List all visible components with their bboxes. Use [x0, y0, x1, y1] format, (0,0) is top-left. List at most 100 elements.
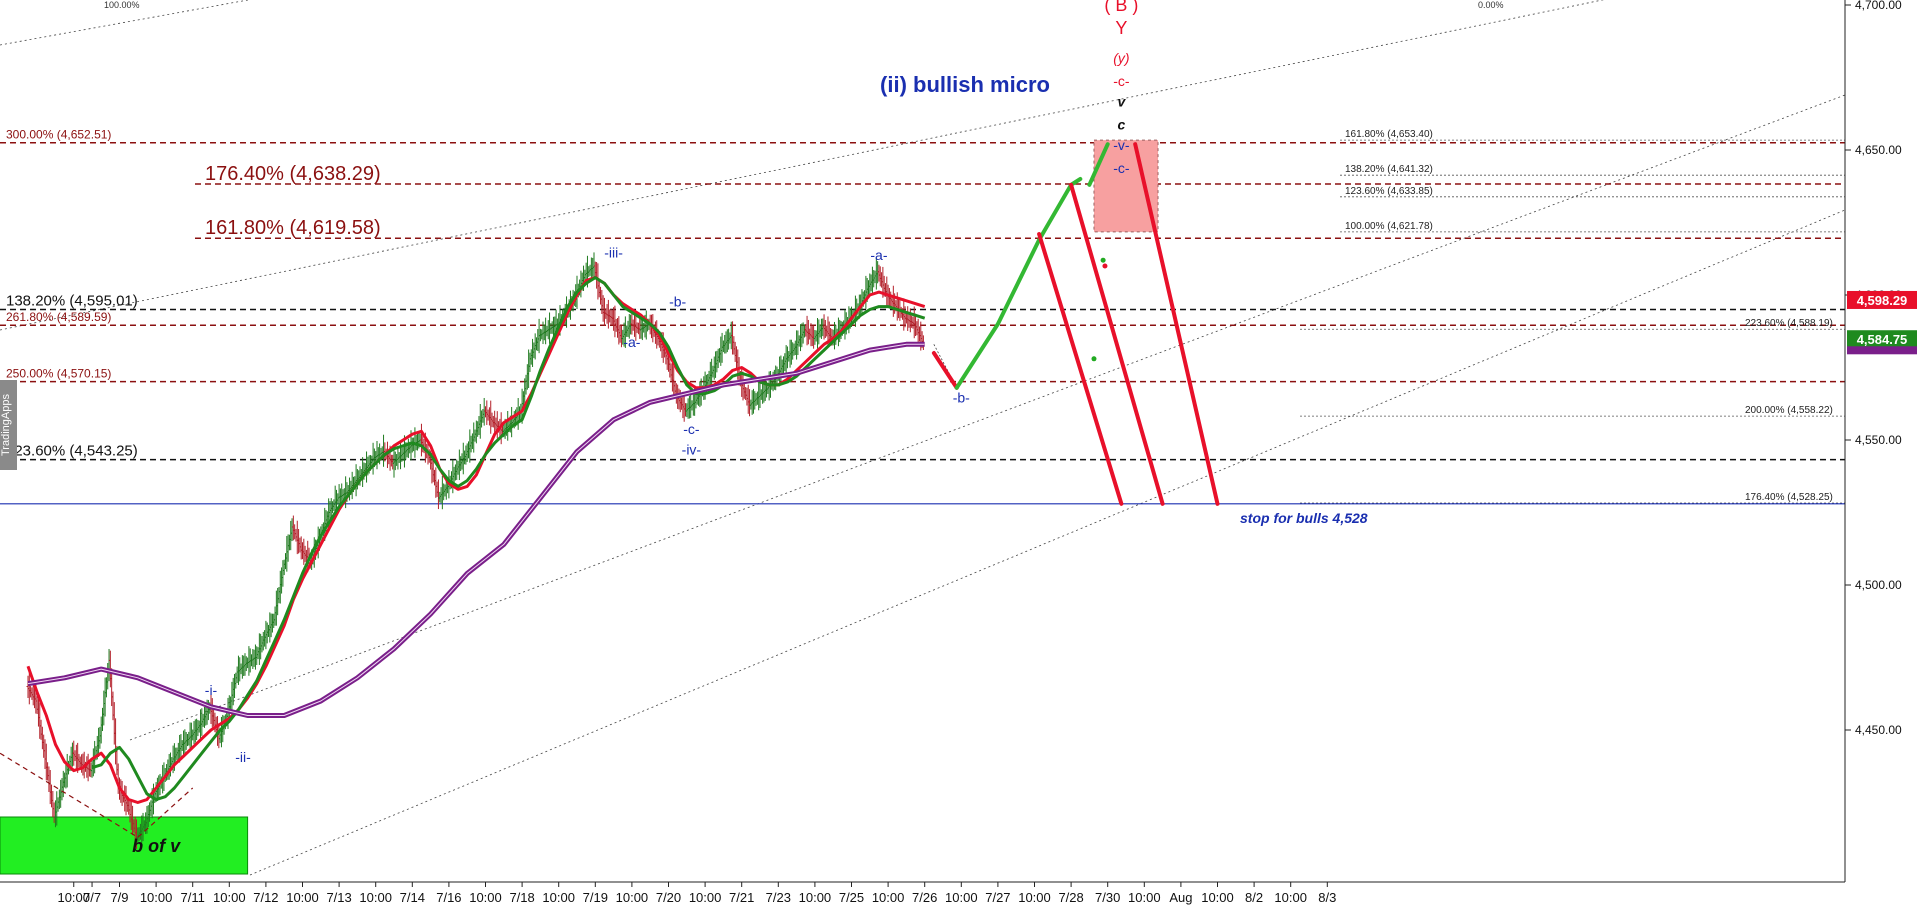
trend-line: [137, 787, 194, 838]
x-tick-label: 7/27: [985, 890, 1010, 905]
fib-level-label: 300.00% (4,652.51): [6, 128, 111, 142]
fib-right-label: 200.00% (4,558.22): [1745, 405, 1833, 416]
price-badge: [1847, 330, 1917, 349]
projection-line: [1087, 142, 1110, 187]
price-badge: [1847, 290, 1917, 309]
x-tick-label: 10:00: [945, 890, 978, 905]
fib-level-label: 138.20% (4,595.01): [6, 292, 138, 309]
fib-right-label: 176.40% (4,528.25): [1745, 492, 1833, 503]
projection-line: [1133, 142, 1220, 506]
fib-level-label: 261.80% (4,589.59): [6, 310, 111, 324]
x-tick-label: 7/9: [110, 890, 128, 905]
wave-label: -v-: [1113, 137, 1130, 153]
projection-line: [1037, 232, 1124, 506]
y-tick-label: 4,450.00: [1855, 723, 1902, 737]
y-tick-label: 4,650.00: [1855, 143, 1902, 157]
y-tick-label: 4,550.00: [1855, 433, 1902, 447]
channel-lines: 100.00% 0.00%: [0, 0, 1846, 876]
wave-label: Y: [1115, 18, 1127, 38]
x-tick-label: 7/30: [1095, 890, 1120, 905]
channel-line: [249, 209, 1846, 876]
wave-label: (y): [1113, 50, 1129, 66]
ma-badge: [1847, 346, 1917, 355]
x-tick-label: 10:00: [469, 890, 502, 905]
wave-label: -c-: [1113, 160, 1130, 176]
x-tick-label: 10:00: [872, 890, 905, 905]
x-tick-label: 7/28: [1058, 890, 1083, 905]
fib-right-label: 161.80% (4,653.40): [1345, 129, 1433, 140]
x-tick-label: 10:00: [286, 890, 319, 905]
projection-layer: [0, 142, 1220, 838]
x-tick-label: 10:00: [359, 890, 392, 905]
x-tick-label: 7/14: [400, 890, 425, 905]
price-badge-label: 4,584.75: [1857, 332, 1908, 347]
x-tick-label: 10:00: [57, 890, 90, 905]
fib-right-label: 223.60% (4,588.19): [1745, 318, 1833, 329]
x-tick-label: 7/21: [729, 890, 754, 905]
y-tick-label: 4,700.00: [1855, 0, 1902, 12]
series-line-inner: [27, 343, 925, 716]
wave-label: -c-: [1113, 73, 1130, 89]
x-tick-label: 8/3: [1318, 890, 1336, 905]
wave-label: -iii-: [604, 244, 623, 260]
x-tick-label: 10:00: [799, 890, 832, 905]
x-tick-label: 7/23: [766, 890, 791, 905]
fib-right-label: 123.60% (4,633.85): [1345, 186, 1433, 197]
x-tick-label: 7/16: [436, 890, 461, 905]
green-zone: [0, 816, 249, 875]
x-tick-label: 10:00: [542, 890, 575, 905]
x-tick-label: 7/20: [656, 890, 681, 905]
x-tick-label: 7/7: [83, 890, 101, 905]
wave-label: c: [1118, 117, 1126, 133]
fib-levels: 300.00% (4,652.51) 176.40% (4,638.29) 161.…: [0, 128, 1845, 526]
fib-level-label: 161.80% (4,619.58): [205, 217, 381, 239]
wave-label: -b-: [669, 294, 686, 310]
chart-title: (ii) bullish micro: [880, 72, 1050, 97]
wave-label: ( B ): [1104, 0, 1138, 15]
series-layer: [26, 252, 926, 849]
watermark: TradingApps: [0, 380, 17, 470]
channel-label-0: 0.00%: [1478, 0, 1504, 10]
x-tick-label: 7/19: [583, 890, 608, 905]
marker-dot: [1102, 263, 1108, 269]
channel-label-100: 100.00%: [104, 0, 140, 10]
channel-line: [129, 94, 1846, 741]
x-tick-label: 10:00: [140, 890, 173, 905]
series-line: [91, 276, 926, 802]
wave-label: -i-: [205, 682, 218, 698]
projection-line: [1069, 182, 1165, 506]
zones: [0, 139, 1159, 875]
x-tick-label: 8/2: [1245, 890, 1263, 905]
x-tick-label: 7/25: [839, 890, 864, 905]
x-tick-label: 7/11: [181, 890, 205, 905]
x-tick-label: 7/18: [509, 890, 534, 905]
marker-dot: [1100, 257, 1106, 263]
price-badge-label: 4,598.29: [1857, 293, 1908, 308]
y-tick-label: 4,500.00: [1855, 578, 1902, 592]
x-tick-label: Aug: [1169, 890, 1192, 905]
wave-label: v: [1118, 94, 1127, 110]
fib-level-label: 176.40% (4,638.29): [205, 163, 381, 185]
x-tick-label: 7/26: [912, 890, 937, 905]
channel-line: [0, 0, 1605, 331]
fib-level-label: 123.60% (4,543.25): [6, 443, 138, 460]
x-tick-label: 10:00: [213, 890, 246, 905]
wave-label: -a-: [623, 334, 640, 350]
x-tick-label: 7/12: [253, 890, 278, 905]
wave-label: -a-: [870, 247, 887, 263]
wave-label: -b-: [953, 389, 970, 405]
marker-dot: [1091, 356, 1097, 362]
stop-label: stop for bulls 4,528: [1240, 510, 1368, 526]
fib-right-label: 100.00% (4,621.78): [1345, 221, 1433, 232]
x-tick-label: 10:00: [1128, 890, 1161, 905]
wave-labels: -i- -ii- -iii- -a- -b- -c- -iv- -a- -b-b of v -v-…: [132, 0, 1138, 856]
x-tick-label: 10:00: [689, 890, 722, 905]
wave-label: b of v: [132, 836, 181, 856]
x-tick-label: 10:00: [616, 890, 649, 905]
x-tick-label: 10:00: [1274, 890, 1307, 905]
x-tick-label: 10:00: [1018, 890, 1051, 905]
x-tick-label: 7/13: [326, 890, 351, 905]
wave-label: -iv-: [682, 442, 702, 458]
